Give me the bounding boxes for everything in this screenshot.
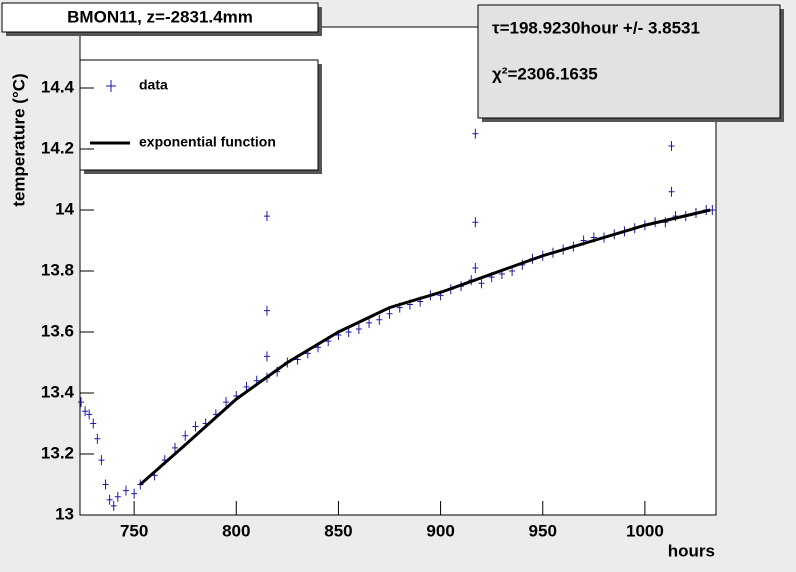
annotation: τ=198.9230hour +/- 3.8531 [492, 18, 700, 37]
data-point [263, 305, 270, 316]
data-point [172, 442, 179, 453]
data-point [182, 430, 189, 441]
data-point [192, 421, 199, 432]
y-tick-label: 13.4 [41, 382, 75, 401]
x-tick-label: 1000 [626, 521, 664, 540]
title-box [1, 2, 319, 33]
y-tick-label: 14 [55, 199, 74, 218]
data-point [386, 308, 393, 319]
data-point [376, 314, 383, 325]
data-point [131, 488, 138, 499]
data-point [668, 186, 675, 197]
data-point [223, 397, 230, 408]
y-tick-label: 14.2 [41, 138, 74, 157]
chart-title: BMON11, z=-2831.4mm [67, 7, 253, 26]
x-tick-label: 750 [120, 521, 148, 540]
x-tick-label: 800 [222, 521, 250, 540]
data-point [102, 479, 109, 490]
y-tick-label: 13.6 [41, 321, 74, 340]
data-point [355, 323, 362, 334]
x-axis-label: hours [668, 541, 715, 560]
stats-box [477, 4, 781, 119]
legend-label: data [139, 77, 168, 93]
data-point [78, 397, 85, 408]
data-point [668, 140, 675, 151]
legend-marker [106, 80, 116, 92]
x-tick-label: 850 [324, 521, 352, 540]
data-point [263, 211, 270, 222]
data-point [122, 485, 129, 496]
legend-box [79, 59, 319, 171]
y-tick-label: 13 [55, 504, 74, 523]
legend-label: exponential function [139, 134, 276, 150]
x-tick-label: 950 [529, 521, 557, 540]
data-point [472, 217, 479, 228]
legend-symbols [90, 80, 130, 145]
y-tick-label: 13.2 [41, 443, 74, 462]
data-point [98, 455, 105, 466]
data-point [263, 351, 270, 362]
data-point [478, 278, 485, 289]
data-point [86, 409, 93, 420]
data-point [366, 317, 373, 328]
data-point [94, 433, 101, 444]
data-point [709, 205, 716, 215]
x-tick-label: 900 [426, 521, 454, 540]
annotation: χ²=2306.1635 [492, 64, 598, 83]
fit-line [139, 208, 711, 486]
data-point [110, 500, 117, 511]
data-point [90, 418, 97, 429]
data-point [472, 262, 479, 273]
data-point [82, 406, 89, 417]
data-point [114, 491, 121, 502]
y-axis-label: temperature (°C) [9, 73, 28, 206]
data-point [106, 494, 113, 505]
data-point [472, 128, 479, 139]
y-tick-label: 13.8 [41, 260, 74, 279]
y-tick-label: 14.4 [41, 77, 75, 96]
